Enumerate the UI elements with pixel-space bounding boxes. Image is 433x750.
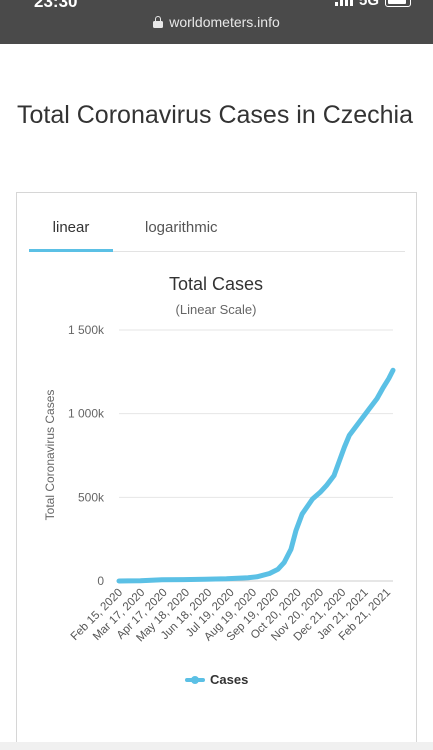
network-type: 5G	[358, 0, 379, 9]
cases-chart: Total Cases (Linear Scale) Total Coronav…	[43, 274, 396, 687]
y-tick-label: 0	[97, 574, 104, 588]
chart-card: linear logarithmic Total Cases (Linear S…	[16, 192, 417, 748]
y-tick-label: 1 500k	[68, 323, 105, 337]
status-icons: 5G	[334, 0, 411, 9]
url-text[interactable]: worldometers.info	[169, 14, 280, 30]
scale-tabs: linear logarithmic	[29, 215, 405, 252]
chart-subtitle: (Linear Scale)	[176, 302, 257, 317]
legend[interactable]: Cases	[185, 672, 248, 687]
series-layer	[116, 367, 396, 584]
page-bottom-strip	[0, 742, 433, 750]
page-title: Total Coronavirus Cases in Czechia	[17, 101, 414, 129]
chart-title: Total Cases	[169, 274, 263, 294]
y-axis-label: Total Coronavirus Cases	[43, 390, 57, 521]
tab-logarithmic[interactable]: logarithmic	[145, 219, 218, 236]
y-ticks: 0 500k 1 000k 1 500k	[68, 323, 105, 588]
signal-bars-icon	[334, 0, 353, 6]
status-time: 23:30	[34, 0, 78, 11]
grid-lines	[119, 329, 393, 582]
address-bar[interactable]: worldometers.info	[0, 14, 433, 30]
series-line-cases[interactable]	[116, 367, 396, 584]
legend-label-cases[interactable]: Cases	[210, 672, 248, 687]
legend-marker	[191, 676, 199, 684]
battery-icon	[385, 0, 411, 7]
lock-icon	[153, 16, 164, 28]
y-tick-label: 1 000k	[68, 407, 105, 421]
y-tick-label: 500k	[78, 490, 105, 504]
tab-linear[interactable]: linear	[29, 219, 113, 252]
status-bar: 23:30 5G worldometers.info	[0, 0, 433, 44]
